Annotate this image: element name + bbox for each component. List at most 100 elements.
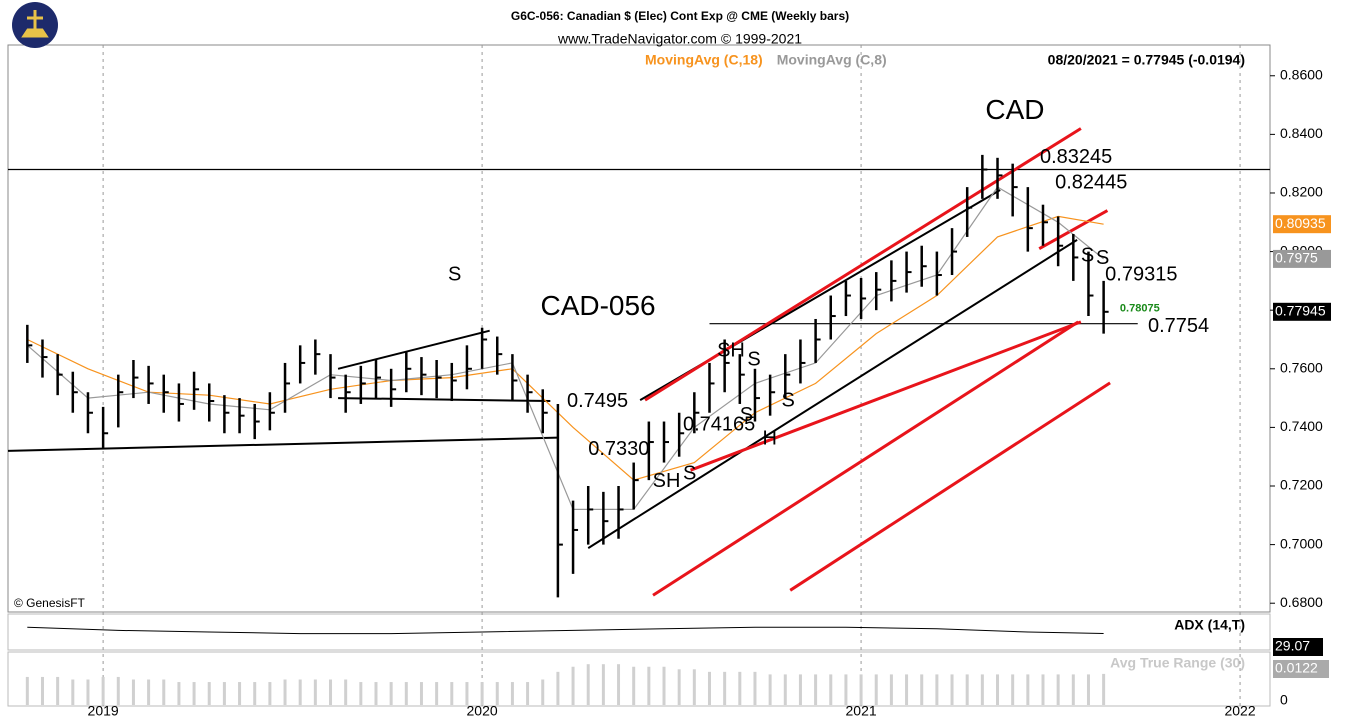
trendline	[1038, 209, 1109, 250]
y-tick-label: 0.8600	[1280, 66, 1323, 82]
atr-bar	[283, 679, 287, 705]
atr-bar	[465, 682, 469, 705]
annotation: 0.7754	[1148, 315, 1209, 337]
annotation: S	[781, 389, 794, 411]
atr-bar	[753, 671, 757, 705]
y-tick-label: 0.6800	[1280, 594, 1323, 610]
atr-bar	[177, 682, 181, 705]
y-tick-label: 0.8400	[1280, 125, 1323, 141]
atr-bar	[996, 674, 1000, 705]
annotation: 0.7495	[567, 390, 628, 412]
annotation: S	[1081, 244, 1094, 266]
atr-bar	[435, 682, 439, 705]
annotation: S	[740, 404, 753, 426]
y-tick-label: 0.8200	[1280, 184, 1323, 200]
atr-bar	[495, 682, 499, 705]
atr-bar	[238, 682, 242, 705]
atr-bar	[359, 682, 363, 705]
atr-bar	[450, 682, 454, 705]
atr-tick-label: 0	[1280, 692, 1288, 708]
atr-bar	[510, 682, 514, 705]
atr-bar	[192, 682, 196, 705]
atr-bar	[298, 679, 302, 705]
x-tick-label: 2021	[846, 703, 877, 719]
big-label: CAD-056	[540, 290, 655, 321]
atr-bar	[905, 674, 909, 705]
adx-tag-label: 29.07	[1275, 638, 1310, 654]
atr-bar	[207, 682, 211, 705]
atr-bar	[935, 674, 939, 705]
atr-bar	[980, 674, 984, 705]
atr-bar	[116, 676, 120, 705]
annotation: 0.82445	[1055, 171, 1127, 193]
atr-bar	[723, 671, 727, 705]
trendline	[789, 381, 1111, 592]
atr-frame	[7, 651, 1271, 707]
atr-bar	[632, 666, 636, 705]
atr-bar	[404, 682, 408, 705]
atr-bar	[526, 682, 530, 705]
atr-tag-label: 0.0122	[1275, 660, 1318, 676]
atr-bar	[677, 669, 681, 705]
atr-bar	[1041, 674, 1045, 705]
annotation: 0.78075	[1120, 303, 1160, 315]
annotation: SH	[717, 339, 745, 361]
atr-bar	[1026, 674, 1030, 705]
atr-bar	[253, 682, 257, 705]
price-tag-label: 0.77945	[1275, 303, 1326, 319]
atr-bar	[1086, 674, 1090, 705]
atr-label: Avg True Range (30)	[1110, 655, 1245, 671]
legend-entry: MovingAvg (C,18)	[645, 52, 763, 68]
atr-bar	[601, 664, 605, 705]
annotation: 0.7330	[588, 438, 649, 460]
moving-average	[26, 186, 1104, 510]
atr-bar	[829, 674, 833, 705]
atr-bar	[541, 679, 545, 705]
atr-bar	[556, 671, 560, 705]
annotation: S	[747, 348, 760, 370]
trendline	[338, 397, 551, 403]
atr-bar	[814, 674, 818, 705]
x-tick-label: 2022	[1224, 703, 1255, 719]
atr-bar	[889, 674, 893, 705]
atr-bar	[571, 666, 575, 705]
trendline	[652, 320, 1080, 597]
logo	[12, 2, 58, 48]
atr-bar	[1071, 674, 1075, 705]
atr-bar	[56, 676, 60, 705]
price-tag	[1273, 302, 1331, 321]
atr-bar	[844, 674, 848, 705]
y-tick-label: 0.7200	[1280, 477, 1323, 493]
atr-bar	[692, 669, 696, 705]
annotation: S	[1096, 247, 1109, 269]
trendline	[644, 127, 1082, 402]
adx-line	[27, 626, 1104, 635]
atr-bar	[707, 671, 711, 705]
annotation: S	[448, 263, 461, 285]
atr-bar	[647, 666, 651, 705]
annotation: 0.74165	[683, 413, 755, 435]
adx-frame	[7, 613, 1271, 651]
annotation: S	[683, 463, 696, 485]
credit: © GenesisFT	[14, 596, 86, 610]
annotation: 0.83245	[1040, 146, 1112, 168]
chart-subtitle: www.TradeNavigator.com © 1999-2021	[557, 31, 802, 47]
atr-bar	[131, 679, 135, 705]
trendline	[587, 239, 1078, 549]
atr-bar	[950, 674, 954, 705]
price-tag-label: 0.7975	[1275, 250, 1318, 266]
atr-bar	[965, 674, 969, 705]
atr-bar	[101, 676, 105, 705]
atr-bar	[586, 664, 590, 705]
trendline	[7, 436, 558, 452]
price-tag	[1273, 249, 1331, 268]
atr-bar	[329, 679, 333, 705]
atr-bar	[920, 674, 924, 705]
atr-bar	[1056, 674, 1060, 705]
x-tick-label: 2020	[467, 703, 498, 719]
atr-bar	[480, 682, 484, 705]
atr-bar	[374, 682, 378, 705]
legend-entry: MovingAvg (C,8)	[777, 52, 887, 68]
atr-bar	[738, 671, 742, 705]
